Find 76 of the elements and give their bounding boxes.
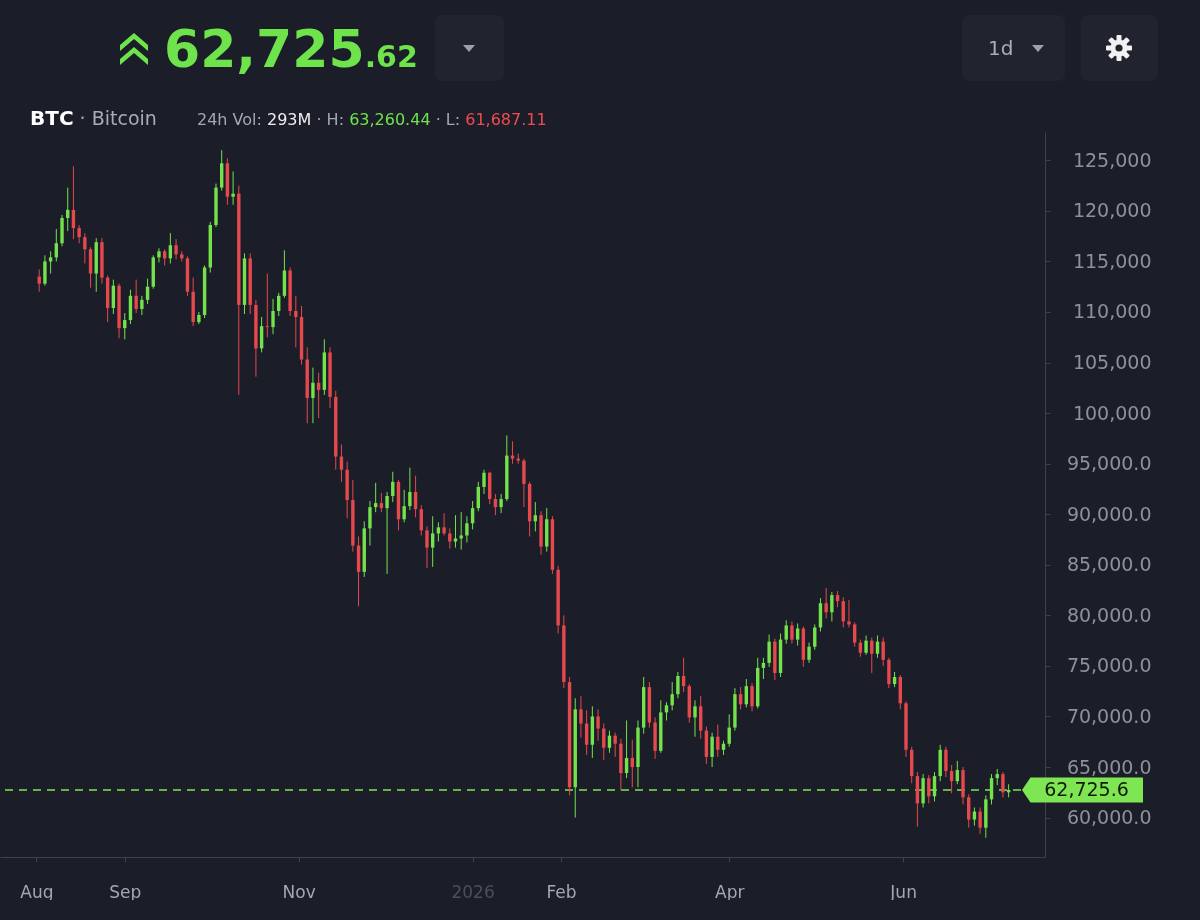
- candlestick: [368, 500, 372, 547]
- candlestick: [385, 491, 389, 575]
- candlestick: [710, 732, 714, 768]
- x-tick-label: Jun: [889, 881, 917, 902]
- y-tick-label: 115,000: [1072, 249, 1152, 272]
- candlestick: [967, 793, 971, 829]
- candlestick: [265, 273, 270, 338]
- candlestick: [847, 599, 851, 628]
- candlestick: [830, 591, 834, 622]
- y-tick-label: 125,000: [1072, 148, 1152, 171]
- x-tick-label: Nov: [282, 881, 316, 902]
- y-tick-label: 90,000.0: [1066, 502, 1152, 525]
- candlestick: [972, 806, 977, 827]
- candlestick: [767, 634, 771, 668]
- candlestick: [750, 682, 754, 712]
- candlestick: [790, 620, 794, 645]
- candlestick: [499, 493, 503, 514]
- candlestick: [670, 681, 674, 711]
- candlestick: [311, 367, 315, 424]
- y-tick-label: 75,000.0: [1066, 654, 1152, 677]
- candlestick: [482, 469, 486, 495]
- text: 1d: [988, 35, 1014, 62]
- text: 24h Vol: 293M · H: 63,260.44 · L: 61,687.11: [197, 110, 547, 129]
- candlestick: [579, 695, 583, 739]
- y-tick-label: 60,000.0: [1066, 806, 1152, 829]
- candlestick: [465, 515, 469, 544]
- candlestick: [978, 806, 982, 835]
- candlestick: [83, 232, 87, 264]
- candlestick: [402, 489, 406, 523]
- candlestick: [231, 170, 235, 206]
- candlestick: [864, 635, 868, 656]
- candlestick: [807, 642, 811, 664]
- x-tick-label: Feb: [546, 881, 577, 902]
- candlestick: [813, 623, 817, 651]
- y-tick-label: 65,000.0: [1066, 755, 1152, 778]
- y-tick-label: 95,000.0: [1066, 452, 1152, 475]
- candlestick: [408, 467, 412, 511]
- y-tick-label: 105,000: [1072, 351, 1152, 374]
- candlestick: [881, 637, 885, 667]
- y-tick-label: 100,000: [1072, 401, 1152, 424]
- candlestick: [784, 619, 788, 645]
- chart-title: 62,725.62: [164, 19, 418, 79]
- candlestick: [596, 708, 600, 742]
- y-tick-label: 110,000: [1072, 300, 1152, 323]
- candlestick: [944, 746, 948, 778]
- candlestick: [852, 621, 857, 648]
- chart-subtitle: BTC · Bitcoin: [30, 106, 157, 130]
- candlestick: [174, 238, 178, 260]
- candlestick: [510, 440, 515, 465]
- candlestick: [77, 224, 81, 244]
- candlestick: [795, 622, 800, 647]
- candlestick: [453, 514, 458, 549]
- y-tick-label: 85,000.0: [1066, 553, 1152, 576]
- candlestick: [425, 525, 429, 569]
- y-tick-label: 80,000.0: [1066, 603, 1152, 626]
- candlestick: [43, 254, 47, 287]
- y-tick-label: 70,000.0: [1066, 704, 1152, 727]
- candlestick: [442, 512, 446, 536]
- candlestick: [1001, 771, 1005, 798]
- candlestick: [271, 298, 275, 335]
- candlestick: [459, 511, 463, 551]
- candlestick: [157, 247, 161, 263]
- candlestick: [824, 587, 828, 619]
- candlestick: [140, 295, 144, 316]
- candlestick: [522, 458, 526, 508]
- candlestick: [927, 774, 931, 804]
- candlestick: [676, 671, 680, 699]
- ref-line-label: 62,725.6: [1044, 778, 1129, 800]
- candlestick: [294, 295, 298, 348]
- candlestick: [613, 732, 617, 758]
- candlestick: [430, 515, 435, 568]
- candlestick: [448, 527, 452, 550]
- candlestick: [693, 699, 697, 738]
- y-tick-label: 120,000: [1072, 199, 1152, 222]
- candlestick: [716, 724, 720, 758]
- candlestick: [134, 279, 138, 314]
